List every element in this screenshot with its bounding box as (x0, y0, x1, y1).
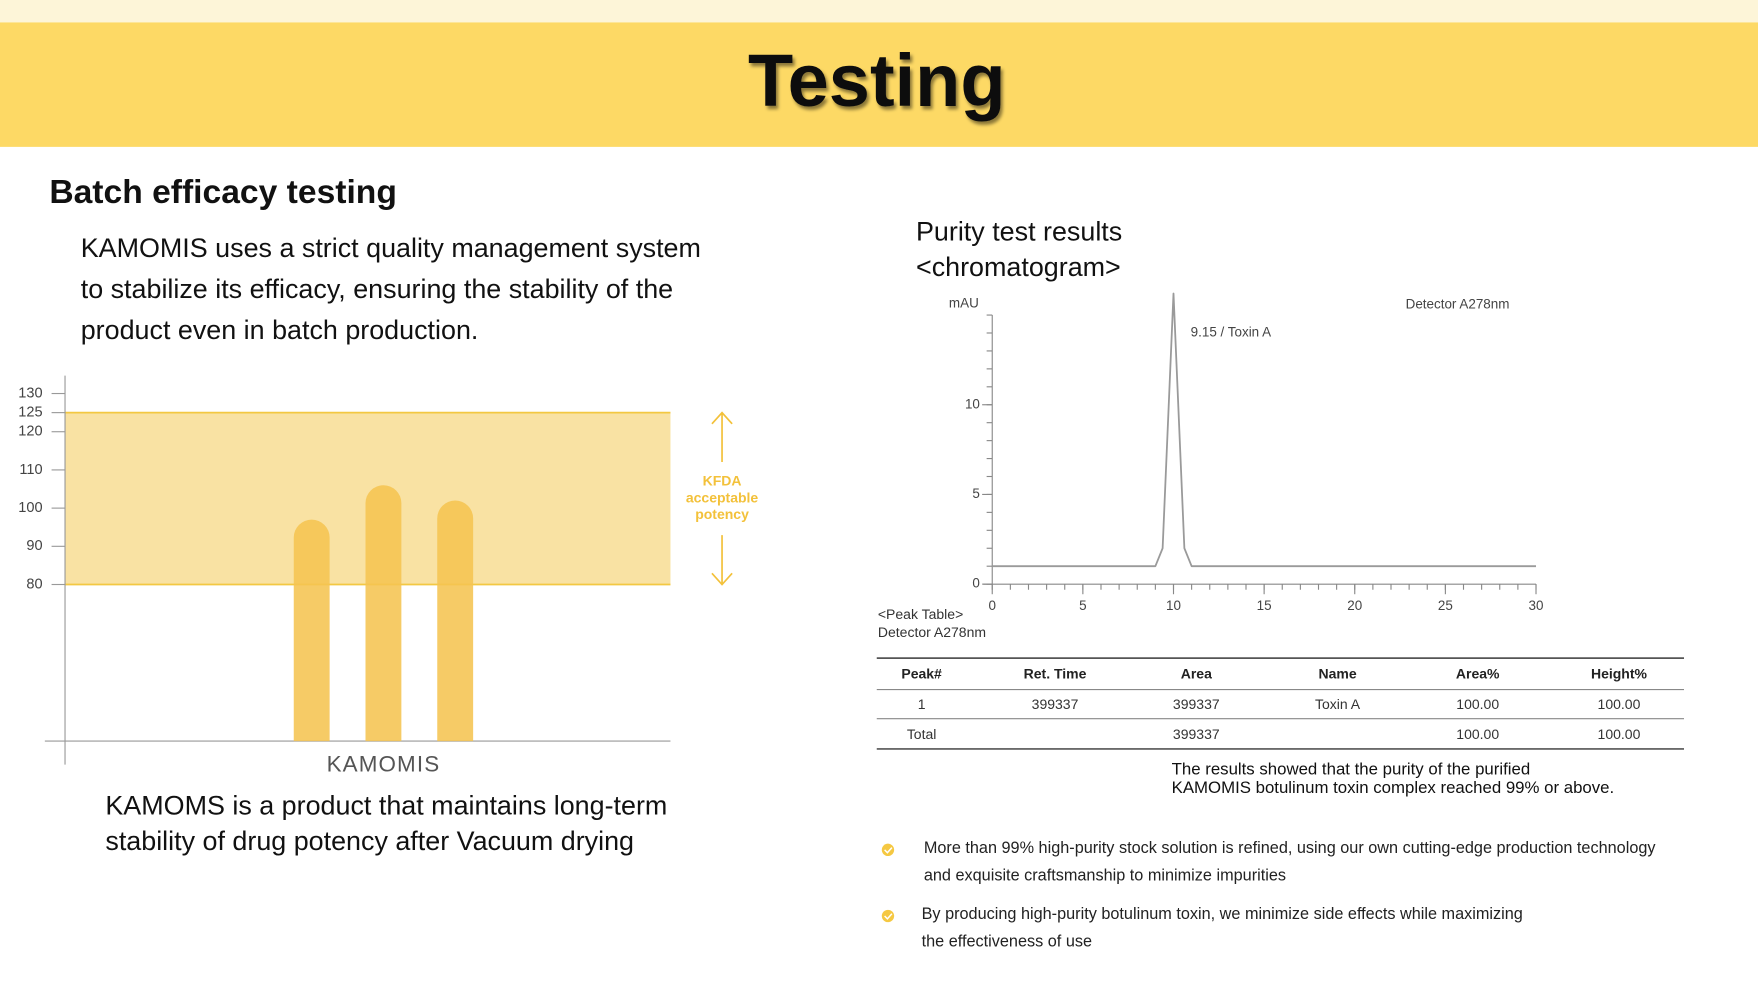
slide-title: Testing (748, 39, 1006, 122)
purity-title: Purity test results (916, 216, 1122, 246)
table-cell: 399337 (1032, 696, 1079, 712)
arrow-up (711, 411, 733, 462)
y-axis-label: mAU (949, 295, 979, 310)
table-header: Height% (1591, 666, 1648, 682)
bullet-dot (881, 909, 895, 923)
y-tick-label: 10 (965, 396, 980, 411)
table-cell: 100.00 (1598, 696, 1641, 712)
caption-text: The results showed that the purity of th… (1172, 760, 1531, 779)
intro-text: to stabilize its efficacy, ensuring the … (81, 274, 673, 304)
y-tick-label: 90 (26, 538, 42, 554)
bullet-text: the effectiveness of use (922, 933, 1092, 951)
table-cell: 100.00 (1598, 726, 1641, 742)
arrow-down (711, 535, 733, 586)
x-tick-label: 30 (1529, 598, 1544, 613)
band-label: potency (695, 506, 749, 522)
top-strip (0, 0, 1758, 23)
x-tick-label: 10 (1166, 598, 1181, 613)
table-cell: 1 (918, 696, 926, 712)
peak-label: 9.15 / Toxin A (1191, 325, 1271, 340)
table-cell: Toxin A (1315, 696, 1361, 712)
bullet-check (884, 913, 893, 920)
table-header: Ret. Time (1024, 666, 1087, 682)
y-tick-label: 130 (18, 385, 42, 401)
x-tick-label: 5 (1079, 598, 1086, 613)
y-tick-label: 125 (18, 404, 42, 420)
purity-title: <chromatogram> (916, 252, 1121, 282)
bar (365, 485, 402, 742)
peak-table-detector: Detector A278nm (878, 624, 986, 640)
bullet-dot (881, 843, 895, 857)
conclusion-text: KAMOMS is a product that maintains long-… (105, 790, 667, 820)
bullet-check (884, 847, 893, 854)
content: KAMOMIS uses a strict quality management… (18, 216, 1685, 951)
bar (437, 500, 474, 742)
section-heading: Batch efficacy testing (49, 174, 397, 211)
x-tick-label: 25 (1438, 598, 1453, 613)
y-tick-label: 110 (19, 462, 42, 478)
x-tick-label: 0 (988, 598, 995, 613)
bullet-text: and exquisite craftsmanship to minimize … (924, 866, 1286, 884)
table-header: Area (1181, 666, 1212, 682)
bullet-text: More than 99% high-purity stock solution… (924, 839, 1657, 857)
table-cell: 399337 (1173, 696, 1220, 712)
detector-label: Detector A278nm (1406, 297, 1510, 312)
y-tick-label: 5 (972, 486, 979, 501)
band-label: KFDA (703, 472, 742, 488)
peak-table-title: <Peak Table> (878, 606, 963, 622)
x-tick-label: 20 (1347, 598, 1362, 613)
y-tick-label: 80 (26, 576, 42, 592)
intro-text: KAMOMIS uses a strict quality management… (81, 233, 701, 263)
x-tick-label: KAMOMIS (327, 752, 441, 777)
table-header: Peak# (901, 666, 942, 682)
y-tick-label: 100 (18, 500, 42, 516)
bar (293, 519, 330, 742)
table-cell: 100.00 (1456, 696, 1499, 712)
x-tick-label: 15 (1257, 598, 1272, 613)
y-tick-label: 0 (972, 576, 979, 591)
chromatogram-line (992, 292, 1537, 568)
y-tick-label: 120 (18, 424, 42, 440)
table-cell: 100.00 (1456, 726, 1499, 742)
band-label: acceptable (686, 489, 759, 505)
conclusion-text: stability of drug potency after Vacuum d… (105, 826, 634, 856)
intro-text: product even in batch production. (81, 315, 479, 345)
table-header: Area% (1456, 666, 1500, 682)
header-band (0, 22, 1758, 147)
bullet-text: By producing high-purity botulinum toxin… (922, 905, 1523, 923)
caption-text: KAMOMIS botulinum toxin complex reached … (1172, 778, 1615, 797)
table-cell: Total (907, 726, 937, 742)
table-cell: 399337 (1173, 726, 1220, 742)
table-header: Name (1318, 666, 1356, 682)
